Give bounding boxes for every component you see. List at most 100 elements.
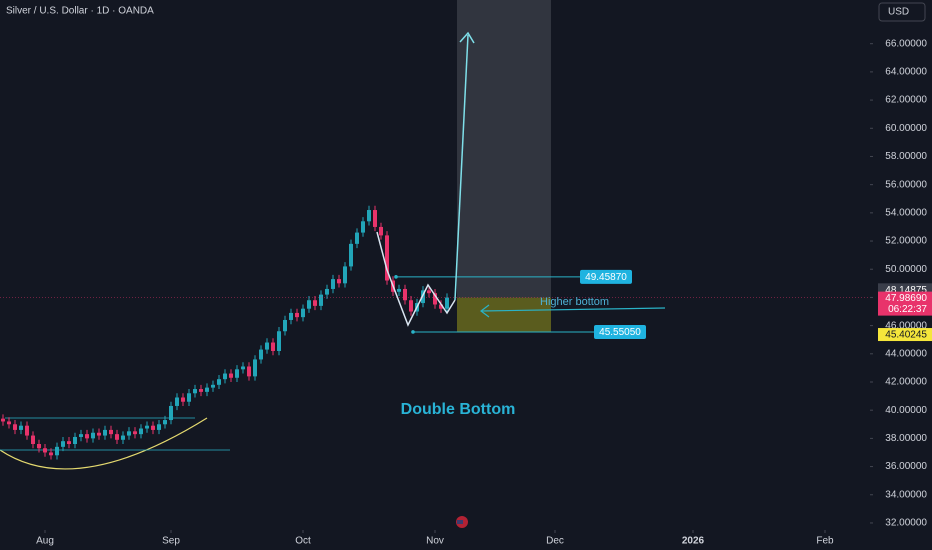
y-tick-label: 50.00000 — [885, 264, 927, 275]
cup-curve — [0, 417, 208, 470]
candle-body — [139, 428, 143, 435]
pattern-label: Double Bottom — [401, 401, 516, 418]
candle-body — [283, 319, 287, 332]
candle-body — [379, 226, 383, 236]
price-tag — [878, 328, 932, 342]
level-anchor — [394, 275, 398, 279]
candle-body — [319, 294, 323, 306]
candle-body — [7, 421, 11, 425]
candle-body — [217, 379, 221, 385]
candle-body — [295, 312, 299, 318]
event-flag-canton — [457, 520, 463, 524]
candle-body — [229, 373, 233, 378]
candle-body — [397, 288, 401, 292]
candle-body — [349, 243, 353, 267]
y-tick-label: 38.00000 — [885, 433, 927, 444]
level-label: 49.45870 — [585, 272, 627, 283]
x-tick-label: Sep — [162, 536, 180, 547]
candle-body — [133, 431, 137, 435]
candle-body — [235, 369, 239, 378]
candle-body — [37, 444, 41, 449]
y-tick-label: 34.00000 — [885, 489, 927, 500]
candle-body — [211, 384, 215, 388]
x-tick-label: Oct — [295, 536, 311, 547]
candle-body — [247, 366, 251, 377]
y-tick-label: 56.00000 — [885, 179, 927, 190]
candle-body — [301, 308, 305, 318]
candle-body — [103, 429, 107, 436]
candle-body — [421, 290, 425, 304]
candle-body — [115, 434, 119, 440]
candle-body — [253, 359, 257, 377]
candle-body — [187, 393, 191, 402]
candle-body — [385, 235, 389, 281]
candle-body — [97, 432, 101, 436]
candle-body — [277, 331, 281, 351]
level-box — [594, 324, 646, 339]
candle-body — [43, 448, 47, 453]
candle-body — [199, 389, 203, 392]
y-tick-label: 40.00000 — [885, 405, 927, 416]
x-tick-label: Dec — [546, 536, 564, 547]
candle-body — [55, 446, 59, 456]
arrow-head — [459, 31, 475, 44]
projection-arrow — [454, 34, 469, 301]
candle-body — [427, 290, 431, 294]
pointer-head — [480, 304, 490, 318]
price-tag-label: 45.40245 — [885, 330, 927, 341]
candle-body — [67, 441, 71, 445]
y-tick-label: 66.00000 — [885, 38, 927, 49]
candle-body — [271, 342, 275, 351]
x-tick-label: Feb — [816, 536, 834, 547]
candle-body — [121, 435, 125, 440]
level-anchor — [411, 330, 415, 334]
y-tick-label: 42.00000 — [885, 377, 927, 388]
target-zone — [457, 0, 551, 298]
candle-body — [403, 288, 407, 301]
candle-body — [61, 441, 65, 447]
candle-body — [373, 210, 377, 227]
currency: USD — [888, 7, 909, 18]
pointer-arrow — [480, 307, 666, 312]
candle-body — [151, 425, 155, 430]
y-tick-label: 44.00000 — [885, 348, 927, 359]
candle-body — [355, 232, 359, 244]
y-tick-label: 58.00000 — [885, 151, 927, 162]
currency-button[interactable] — [878, 2, 926, 22]
candle-body — [265, 342, 269, 350]
candle-body — [127, 431, 131, 436]
candle-body — [343, 266, 347, 284]
candle-body — [91, 432, 95, 439]
candle-body — [361, 221, 365, 233]
candle-body — [145, 425, 149, 429]
candle-body — [73, 436, 77, 445]
candle-body — [109, 429, 113, 435]
level-label: 45.55050 — [599, 327, 641, 338]
candle-body — [367, 210, 371, 222]
candle-body — [31, 435, 35, 445]
price-tag-label: 47.98690 — [885, 293, 927, 304]
candle-body — [307, 300, 311, 309]
candle-body — [85, 434, 89, 439]
candle-body — [259, 349, 263, 360]
candle-body — [25, 425, 29, 436]
zigzag — [376, 231, 456, 327]
candle-body — [289, 312, 293, 320]
candle-body — [313, 300, 317, 306]
y-tick-label: 54.00000 — [885, 207, 927, 218]
y-tick-label: 60.00000 — [885, 123, 927, 134]
price-tag — [878, 291, 932, 316]
candle-body — [163, 420, 167, 425]
y-tick-label: 64.00000 — [885, 67, 927, 78]
candle-body — [157, 424, 161, 430]
x-tick-label: Nov — [426, 536, 444, 547]
y-tick-label: 52.00000 — [885, 236, 927, 247]
note: Higher bottom — [540, 296, 609, 308]
candle-body — [193, 389, 197, 394]
candle-body — [1, 418, 5, 422]
candle-body — [433, 293, 437, 305]
candle-body — [181, 397, 185, 402]
entry-zone — [457, 297, 551, 332]
candle-body — [241, 366, 245, 370]
